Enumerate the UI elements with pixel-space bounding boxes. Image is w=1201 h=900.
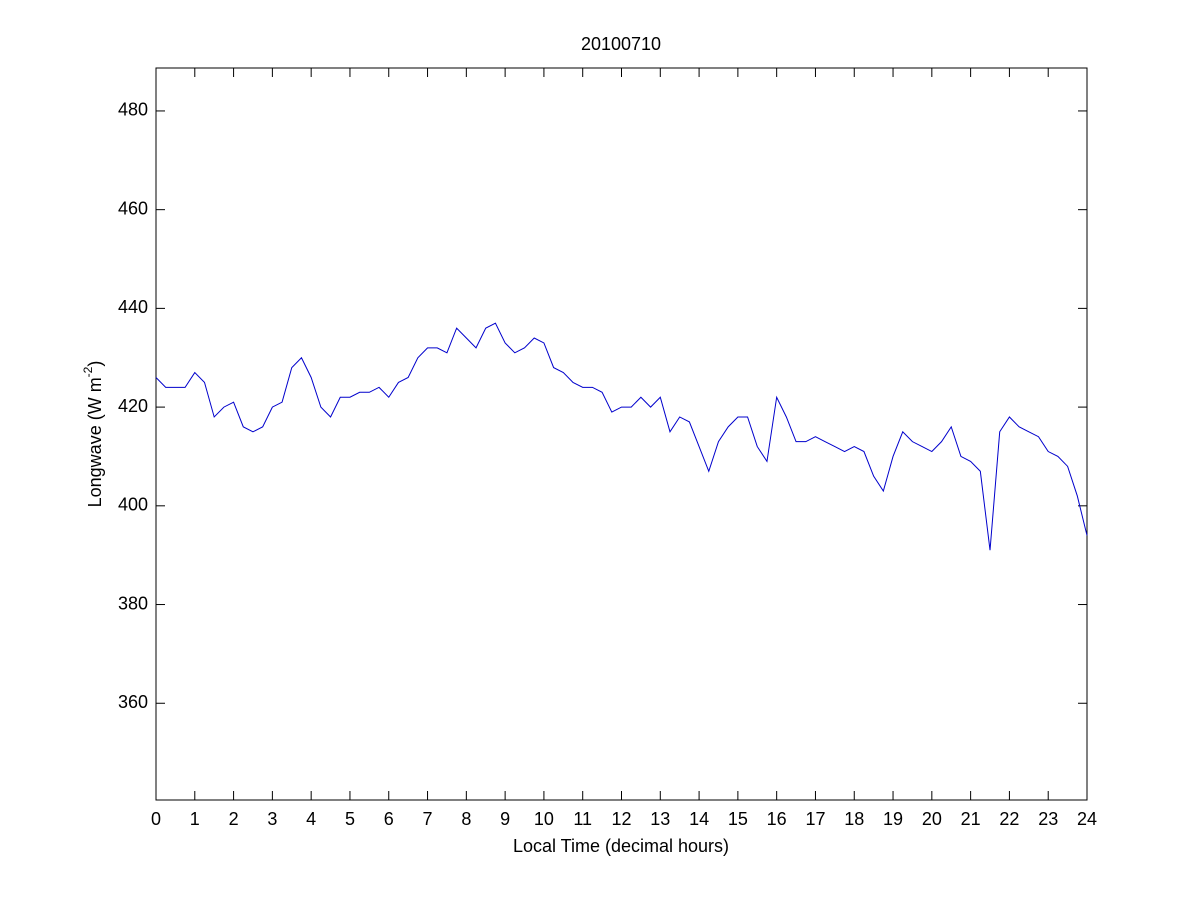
x-axis-label: Local Time (decimal hours): [513, 836, 729, 856]
y-tick-label: 420: [118, 396, 148, 416]
x-tick-label: 10: [534, 809, 554, 829]
x-tick-label: 1: [190, 809, 200, 829]
x-tick-label: 21: [961, 809, 981, 829]
y-tick-label: 460: [118, 198, 148, 218]
x-tick-label: 9: [500, 809, 510, 829]
x-tick-label: 15: [728, 809, 748, 829]
y-axis-label: Longwave (W m-2): [81, 361, 105, 508]
chart-title: 20100710: [581, 34, 661, 54]
y-tick-label: 480: [118, 100, 148, 120]
plot-area: [155, 67, 1088, 801]
y-label-end: ): [85, 361, 105, 367]
x-tick-label: 16: [767, 809, 787, 829]
x-tick-label: 3: [267, 809, 277, 829]
x-tick-label: 0: [151, 809, 161, 829]
x-tick-label: 6: [384, 809, 394, 829]
x-tick-label: 19: [883, 809, 903, 829]
y-label-text: Longwave (W m: [85, 377, 105, 507]
x-tick-label: 5: [345, 809, 355, 829]
x-tick-label: 24: [1077, 809, 1097, 829]
x-tick-label: 7: [423, 809, 433, 829]
x-tick-label: 11: [573, 809, 592, 829]
x-tick-label: 12: [611, 809, 631, 829]
x-tick-label: 17: [805, 809, 825, 829]
y-tick-label: 360: [118, 692, 148, 712]
x-tick-label: 14: [689, 809, 709, 829]
x-tick-label: 20: [922, 809, 942, 829]
y-tick-label: 440: [118, 297, 148, 317]
x-tick-label: 8: [461, 809, 471, 829]
data-line: [155, 322, 1088, 551]
y-label-sup: -2: [81, 366, 95, 377]
x-tick-label: 13: [650, 809, 670, 829]
y-tick-label: 400: [118, 495, 148, 515]
x-tick-label: 4: [306, 809, 316, 829]
y-tick-label: 380: [118, 593, 148, 613]
x-tick-label: 22: [999, 809, 1019, 829]
x-tick-label: 18: [844, 809, 864, 829]
x-tick-label: 23: [1038, 809, 1058, 829]
x-tick-label: 2: [229, 809, 239, 829]
